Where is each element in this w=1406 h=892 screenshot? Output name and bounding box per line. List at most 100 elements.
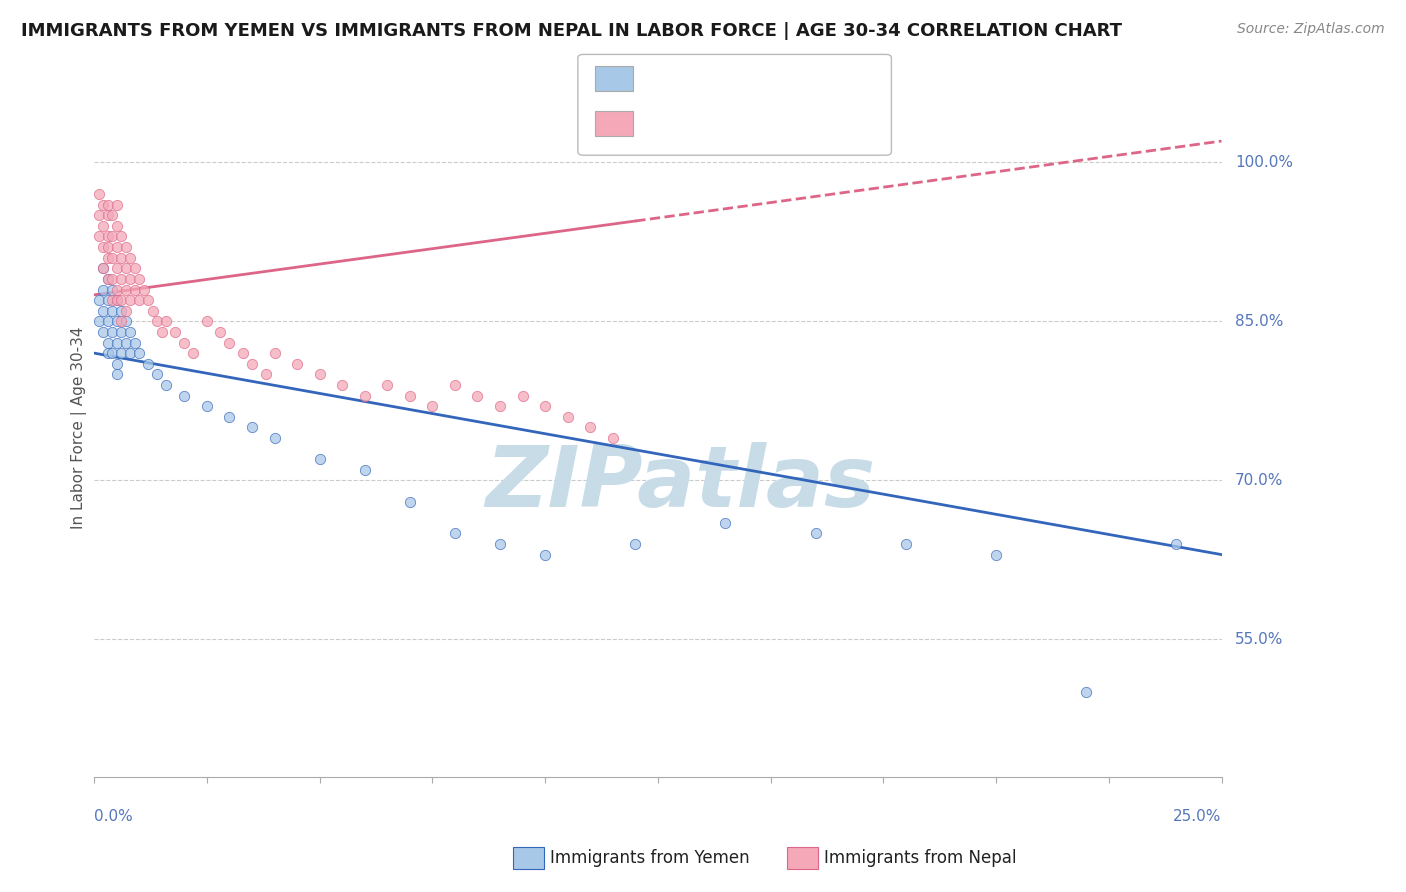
Point [101,229,124,244]
Point [195,399,218,413]
Point [308,452,330,467]
Text: 0.184: 0.184 [685,114,742,132]
Point [101,208,124,222]
Point [155,314,177,328]
Point [114,335,136,350]
Point [183,346,205,360]
Point [101,325,124,339]
Point [422,399,444,413]
Point [97,229,120,244]
Point [254,368,277,382]
Point [467,388,489,402]
Text: Source: ZipAtlas.com: Source: ZipAtlas.com [1237,22,1385,37]
Text: 85.0%: 85.0% [1234,314,1284,329]
Point [165,325,187,339]
Point [120,272,142,286]
Point [97,251,120,265]
Point [240,357,263,371]
Point [105,293,128,307]
Point [353,388,375,402]
Point [114,261,136,276]
Point [105,197,128,211]
Point [132,283,155,297]
Point [150,325,173,339]
Point [101,272,124,286]
Point [114,314,136,328]
Point [91,240,114,254]
Point [105,314,128,328]
Point [110,325,132,339]
Point [557,409,579,424]
Point [128,293,150,307]
Text: ZIPatlas: ZIPatlas [485,442,876,524]
Point [534,548,557,562]
Point [1076,685,1098,699]
Text: Immigrants from Yemen: Immigrants from Yemen [550,849,749,867]
Point [136,293,159,307]
Point [97,335,120,350]
Point [240,420,263,434]
Point [114,283,136,297]
Point [1166,537,1188,551]
Point [87,293,110,307]
Point [91,197,114,211]
Point [398,388,420,402]
Point [97,208,120,222]
Point [110,272,132,286]
Point [110,293,132,307]
Point [146,368,169,382]
Point [124,261,146,276]
Point [263,346,285,360]
Text: 55.0%: 55.0% [1234,632,1284,647]
Text: N =: N = [738,114,769,132]
Point [87,187,110,202]
Point [128,272,150,286]
Text: N =: N = [738,70,769,87]
Point [308,368,330,382]
Point [218,409,240,424]
Point [579,420,602,434]
Point [101,251,124,265]
Point [512,388,534,402]
Point [624,537,647,551]
Point [120,325,142,339]
Point [91,283,114,297]
Point [142,303,165,318]
Point [101,283,124,297]
Point [218,335,240,350]
Point [120,293,142,307]
Point [105,219,128,233]
Point [97,293,120,307]
Text: 100.0%: 100.0% [1234,155,1294,169]
Y-axis label: In Labor Force | Age 30-34: In Labor Force | Age 30-34 [72,326,87,529]
Point [124,335,146,350]
Point [984,548,1007,562]
Point [101,346,124,360]
Text: 50: 50 [776,70,799,87]
Point [110,229,132,244]
Point [110,314,132,328]
Text: 71: 71 [776,114,799,132]
Point [105,335,128,350]
Point [91,325,114,339]
Point [444,378,467,392]
Point [101,303,124,318]
Point [489,537,512,551]
Point [173,388,195,402]
Point [87,314,110,328]
Point [91,261,114,276]
Text: R =: R = [643,114,673,132]
Text: 0.0%: 0.0% [94,809,134,824]
Point [120,346,142,360]
Text: IMMIGRANTS FROM YEMEN VS IMMIGRANTS FROM NEPAL IN LABOR FORCE | AGE 30-34 CORREL: IMMIGRANTS FROM YEMEN VS IMMIGRANTS FROM… [21,22,1122,40]
Point [91,219,114,233]
Point [155,378,177,392]
Point [114,240,136,254]
Point [110,303,132,318]
Point [87,229,110,244]
Point [124,283,146,297]
Point [91,261,114,276]
Point [534,399,557,413]
Point [91,303,114,318]
Point [97,197,120,211]
